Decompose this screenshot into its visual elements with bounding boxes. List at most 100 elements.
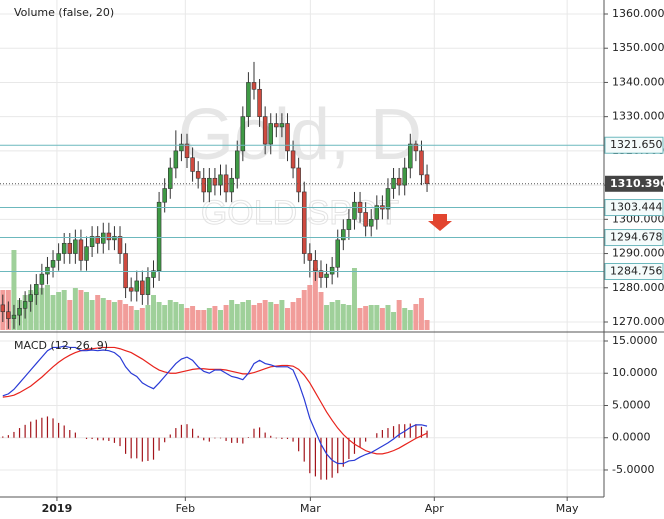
volume-bar — [312, 268, 318, 330]
last-price-tag — [605, 175, 663, 192]
volume-bar — [167, 300, 173, 330]
candle-body — [301, 191, 307, 254]
volume-bar — [84, 292, 90, 330]
candle-body — [56, 253, 61, 261]
volume-bar — [329, 302, 335, 330]
y-tick-label: 1290.000 — [612, 247, 664, 260]
candle-body — [39, 273, 45, 285]
volume-bar — [340, 304, 346, 330]
candle-body — [240, 116, 246, 152]
candle-body — [28, 294, 33, 302]
volume-bar — [39, 288, 45, 330]
macd-line — [2, 345, 428, 465]
candle-body — [168, 167, 173, 189]
x-tick-label: Apr — [425, 502, 445, 515]
volume-bar — [379, 308, 385, 330]
volume-bar — [301, 290, 307, 330]
price-level-tag — [604, 229, 664, 247]
volume-bar — [402, 308, 408, 330]
volume-bar — [229, 300, 235, 330]
macd-legend: MACD (12, 26, 9) — [14, 339, 108, 352]
volume-bar — [111, 302, 117, 330]
candle-body — [123, 253, 128, 289]
volume-bar — [218, 310, 223, 330]
candle-body — [307, 253, 313, 261]
volume-bar — [206, 308, 212, 330]
price-level-label: 1321.650 — [610, 138, 663, 151]
candle-body — [78, 239, 84, 261]
volume-bar — [223, 305, 229, 330]
candle-body — [268, 123, 273, 145]
volume-bar — [61, 290, 67, 330]
candle-body — [112, 236, 117, 241]
candle-body — [140, 280, 145, 295]
candle-body — [335, 239, 340, 268]
candle-body — [207, 177, 212, 193]
volume-bar — [284, 308, 290, 330]
candle-body — [156, 201, 162, 271]
volume-bar — [234, 304, 240, 330]
volume-bar — [212, 306, 218, 330]
volume-bar — [318, 292, 324, 330]
volume-bar — [173, 302, 179, 330]
x-tick-label: Mar — [300, 502, 321, 515]
volume-bar — [50, 295, 56, 330]
candle-body — [262, 116, 268, 145]
volume-bar — [139, 308, 145, 330]
volume-bar — [95, 295, 101, 330]
price-level-label: 1284.756 — [610, 264, 663, 277]
candle-body — [374, 205, 380, 220]
y-tick-label: 1340.000 — [612, 75, 664, 88]
volume-bar — [374, 305, 380, 330]
candle-body — [368, 219, 374, 227]
candle-body — [223, 174, 229, 193]
candle-body — [179, 143, 184, 152]
y-tick-label: 1330.000 — [612, 110, 664, 123]
volume-bar — [184, 308, 190, 330]
x-tick-label: May — [556, 502, 579, 515]
candle-body — [195, 171, 201, 179]
candle-body — [363, 212, 368, 227]
volume-bar — [201, 310, 207, 330]
volume-bar — [368, 305, 374, 330]
candle-body — [117, 236, 123, 254]
y-tick-label: 5.0000 — [612, 398, 651, 411]
sell-arrow-icon[interactable] — [428, 214, 452, 231]
y-tick-label: 15.0000 — [612, 334, 658, 347]
candle-body — [274, 123, 279, 128]
candle-body — [6, 311, 11, 319]
signal-line — [2, 346, 428, 455]
volume-legend: Volume (false, 20) — [14, 6, 114, 19]
volume-bar — [134, 310, 140, 330]
volume-bar — [396, 300, 402, 330]
volume-bar — [418, 298, 424, 330]
candle-body — [329, 266, 335, 275]
candle-body — [346, 219, 352, 230]
candle-body — [413, 143, 419, 152]
candle-body — [162, 188, 167, 203]
volume-bar — [324, 305, 330, 330]
volume-bar — [268, 302, 274, 330]
price-level-tag — [604, 199, 664, 217]
volume-bar — [145, 305, 151, 330]
candle-body — [0, 304, 6, 313]
volume-bar — [307, 285, 313, 330]
candle-body — [318, 270, 324, 278]
candle-body — [285, 123, 290, 152]
volume-bar — [67, 300, 73, 330]
volume-bar — [257, 303, 263, 330]
candle-body — [424, 174, 430, 185]
volume-bar — [117, 300, 123, 330]
candle-body — [296, 167, 301, 193]
candle-body — [95, 236, 100, 244]
volume-bar — [363, 306, 369, 330]
volume-bar — [413, 304, 419, 330]
candle-body — [134, 280, 140, 292]
candle-body — [419, 150, 424, 176]
candle-body — [324, 273, 329, 278]
candle-body — [34, 284, 39, 295]
y-tick-label: -5.0000 — [612, 463, 654, 476]
volume-bar — [178, 304, 184, 330]
volume-bar — [251, 305, 257, 330]
